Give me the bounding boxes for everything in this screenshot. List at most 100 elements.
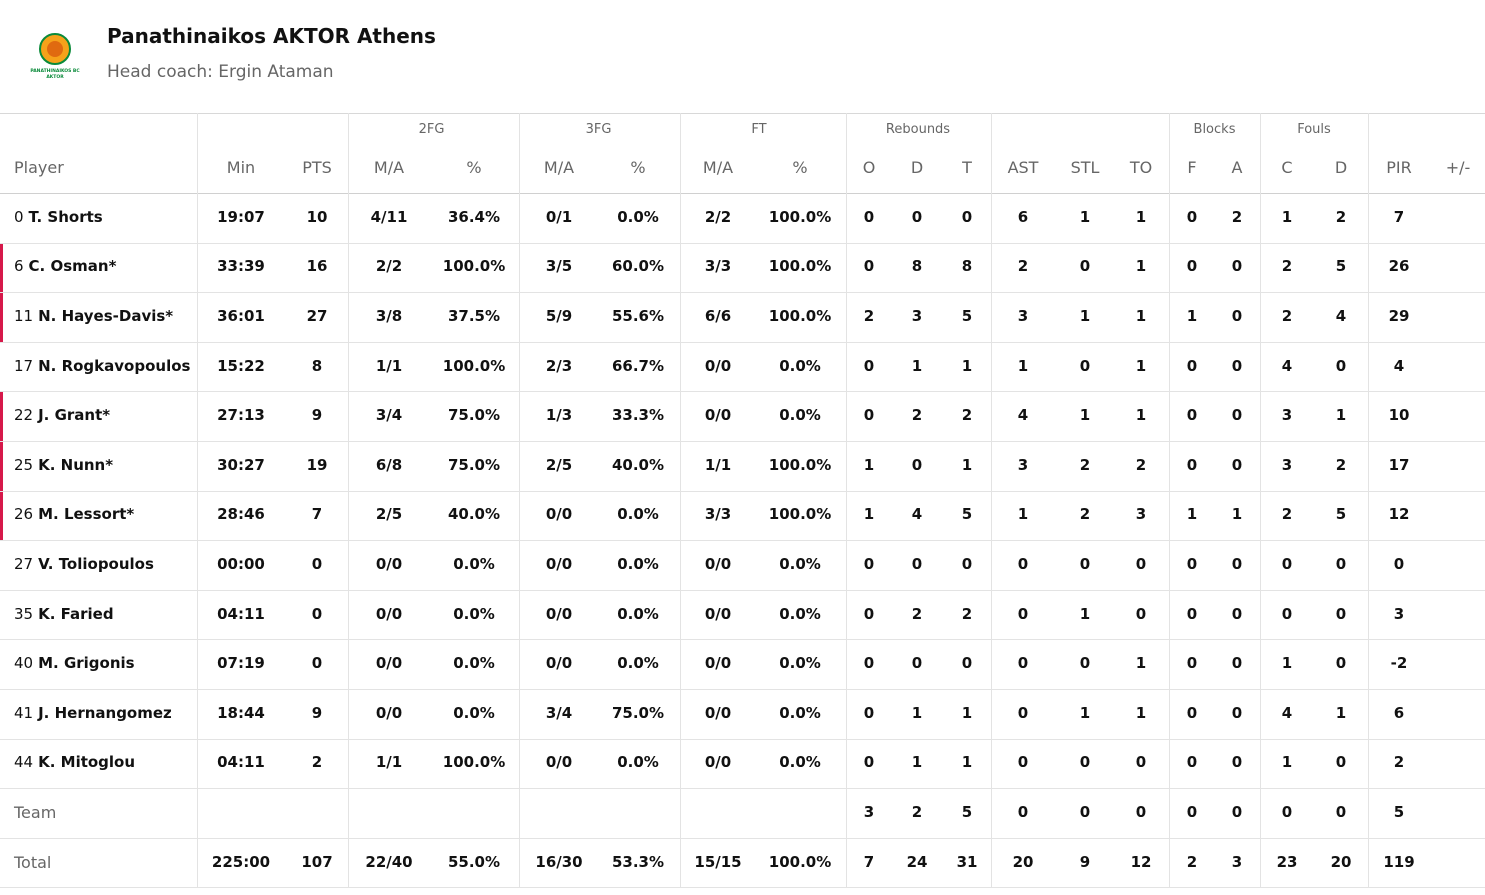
- stat-cell: 107: [301, 852, 333, 871]
- stat-cell: 0: [863, 356, 875, 375]
- stat-cell: 1: [1335, 703, 1347, 722]
- stat-cell: 0.0%: [779, 604, 821, 623]
- stat-cell: 0: [1231, 307, 1243, 325]
- stat-cell: 1/1: [704, 455, 732, 474]
- stat-cell: 0: [1079, 753, 1091, 772]
- stat-cell: 6: [1393, 703, 1405, 722]
- player-name[interactable]: C. Osman*: [28, 257, 117, 276]
- stat-cell: 3/5: [545, 257, 573, 276]
- column-divider: [197, 113, 198, 888]
- stat-cell: 0: [1231, 406, 1243, 425]
- stat-cell: 2: [311, 753, 323, 772]
- stat-cell: 2: [911, 803, 923, 821]
- column-header: M/A: [373, 158, 405, 177]
- stat-cell: 20: [1012, 852, 1034, 871]
- row-border: [0, 689, 1485, 690]
- player-cell: 0 T. Shorts: [14, 208, 103, 226]
- stat-cell: 0: [1017, 604, 1029, 623]
- logo-text: PANATHINAIKOS BC: [30, 68, 80, 74]
- column-header: A: [1231, 158, 1243, 177]
- column-header: %: [466, 158, 482, 177]
- stat-cell: 12: [1130, 852, 1152, 871]
- stat-cell: 7: [311, 505, 323, 524]
- player-name[interactable]: M. Lessort*: [38, 505, 135, 524]
- row-border: [0, 292, 1485, 294]
- stat-cell: 8: [311, 356, 323, 375]
- column-divider: [991, 113, 992, 888]
- stat-cell: 0: [1393, 555, 1405, 573]
- stat-cell: 04:11: [217, 753, 265, 772]
- player-number: 6: [14, 257, 24, 276]
- player-name[interactable]: K. Nunn*: [38, 455, 114, 474]
- stat-cell: 1: [1231, 505, 1243, 524]
- stat-cell: 8: [961, 257, 973, 276]
- stat-cell: 00:00: [217, 555, 265, 573]
- player-number: 17: [14, 356, 34, 375]
- stat-cell: 0: [1186, 356, 1198, 375]
- stat-cell: 0.0%: [453, 703, 495, 722]
- stat-cell: 0: [863, 555, 875, 573]
- stat-cell: 0: [911, 207, 923, 226]
- stat-cell: 0: [1231, 356, 1243, 375]
- player-name[interactable]: V. Toliopoulos: [38, 555, 154, 573]
- stat-cell: 100.0%: [768, 455, 832, 474]
- stat-cell: 5/9: [545, 307, 573, 325]
- stat-cell: 26: [1388, 257, 1410, 276]
- stat-cell: 0: [1135, 803, 1147, 821]
- stat-cell: 3: [1017, 307, 1029, 325]
- stat-cell: 12: [1388, 505, 1410, 524]
- player-name[interactable]: M. Grigonis: [38, 654, 135, 673]
- stat-cell: 15:22: [217, 356, 265, 375]
- stat-cell: 0: [311, 654, 323, 673]
- header-border: [0, 193, 1485, 194]
- starter-marker: [0, 293, 3, 342]
- stat-cell: 0: [1017, 753, 1029, 772]
- player-name[interactable]: J. Grant*: [38, 406, 111, 425]
- stat-cell: 0: [1335, 654, 1347, 673]
- player-name[interactable]: N. Rogkavopoulos: [38, 356, 191, 375]
- stat-cell: 2/5: [375, 505, 403, 524]
- stat-cell: 225:00: [211, 852, 271, 871]
- stat-cell: 0: [1186, 803, 1198, 821]
- stat-cell: 19:07: [217, 207, 265, 226]
- stat-cell: 0: [311, 555, 323, 573]
- stat-cell: 1: [1079, 604, 1091, 623]
- player-cell: 25 K. Nunn*: [14, 456, 113, 474]
- player-name[interactable]: K. Faried: [38, 604, 114, 623]
- stat-cell: 0: [1231, 257, 1243, 276]
- player-name[interactable]: K. Mitoglou: [38, 753, 136, 772]
- player-name[interactable]: N. Hayes-Davis*: [38, 307, 174, 325]
- stat-cell: 0: [311, 604, 323, 623]
- stat-cell: 2/2: [704, 207, 732, 226]
- stat-cell: 7: [1393, 207, 1405, 226]
- stat-cell: 40.0%: [447, 505, 501, 524]
- player-name[interactable]: J. Hernangomez: [38, 703, 172, 722]
- stat-cell: 2/3: [545, 356, 573, 375]
- stat-cell: 2: [1231, 207, 1243, 226]
- stat-cell: 2: [1281, 505, 1293, 524]
- stat-cell: 1: [911, 703, 923, 722]
- player-name[interactable]: T. Shorts: [28, 207, 103, 226]
- stat-cell: 2: [1079, 505, 1091, 524]
- stat-cell: 0: [1186, 455, 1198, 474]
- stat-cell: 2: [1281, 307, 1293, 325]
- row-border: [0, 837, 1485, 839]
- stat-cell: 66.7%: [611, 356, 665, 375]
- stat-cell: 2: [1017, 257, 1029, 276]
- stat-cell: 3: [863, 803, 875, 821]
- stat-cell: 0/1: [545, 207, 573, 226]
- stat-cell: 0: [1281, 803, 1293, 821]
- stat-cell: 4: [1281, 356, 1293, 375]
- stat-cell: 27: [306, 307, 328, 325]
- stat-cell: 8: [911, 257, 923, 276]
- stat-cell: 28:46: [217, 505, 265, 524]
- player-cell: 11 N. Hayes-Davis*: [14, 307, 173, 325]
- stat-cell: 0: [1335, 803, 1347, 821]
- starter-marker: [0, 442, 3, 491]
- row-border: [0, 738, 1485, 740]
- team-title: Panathinaikos AKTOR Athens: [107, 24, 436, 48]
- player-number: 25: [14, 455, 34, 474]
- stat-cell: 1: [1135, 703, 1147, 722]
- stat-cell: 0: [1186, 207, 1198, 226]
- stat-cell: 0/0: [545, 654, 573, 673]
